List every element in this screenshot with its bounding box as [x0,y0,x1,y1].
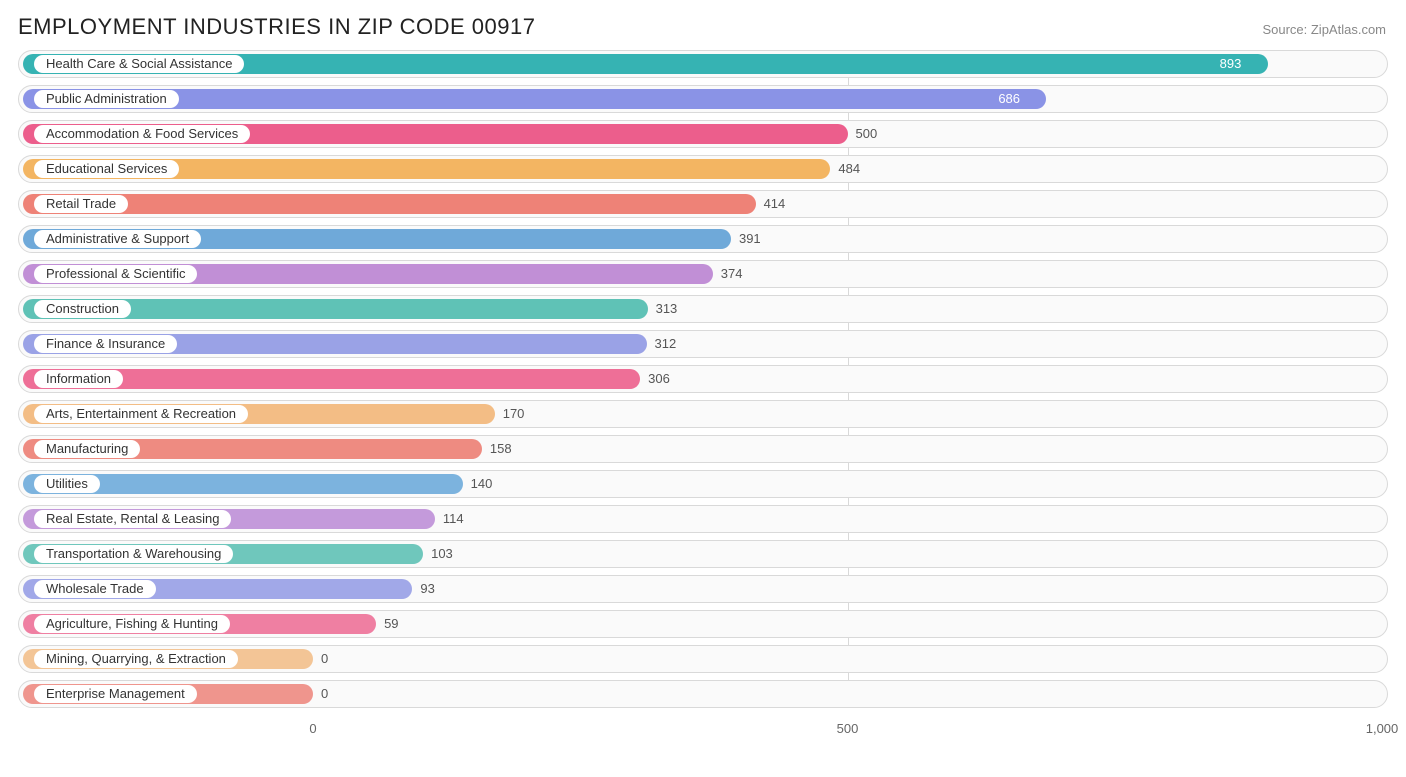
bar-row: Wholesale Trade 93 [18,575,1388,603]
chart-title: EMPLOYMENT INDUSTRIES IN ZIP CODE 00917 [18,14,536,40]
bar-row: Public Administration 686 [18,85,1388,113]
category-label: Educational Services [34,160,179,178]
x-tick-label: 1,000 [1366,721,1399,736]
value-label: 0 [313,645,328,673]
bar-row: Educational Services 484 [18,155,1388,183]
category-label: Professional & Scientific [34,265,197,283]
category-label: Health Care & Social Assistance [34,55,244,73]
value-label: 103 [423,540,453,568]
value-label: 158 [482,435,512,463]
bar-row: Utilities 140 [18,470,1388,498]
value-label: 114 [435,505,464,533]
category-label: Public Administration [34,90,179,108]
value-label: 686 [998,85,1030,113]
value-label: 374 [713,260,743,288]
category-label: Enterprise Management [34,685,197,703]
value-label: 93 [412,575,434,603]
bar-row: Agriculture, Fishing & Hunting 59 [18,610,1388,638]
bar-row: Real Estate, Rental & Leasing 114 [18,505,1388,533]
bar-row: Enterprise Management 0 [18,680,1388,708]
bar-row: Administrative & Support 391 [18,225,1388,253]
value-label: 140 [463,470,493,498]
category-label: Mining, Quarrying, & Extraction [34,650,238,668]
bar-row: Health Care & Social Assistance 893 [18,50,1388,78]
bar-row: Transportation & Warehousing 103 [18,540,1388,568]
category-label: Wholesale Trade [34,580,156,598]
value-label: 414 [756,190,786,218]
category-label: Retail Trade [34,195,128,213]
bar-row: Arts, Entertainment & Recreation 170 [18,400,1388,428]
chart-source: Source: ZipAtlas.com [1262,22,1386,37]
value-label: 500 [848,120,878,148]
bar-row: Manufacturing 158 [18,435,1388,463]
plot-area: Health Care & Social Assistance 893 Public… [18,50,1388,708]
value-label: 0 [313,680,328,708]
category-label: Finance & Insurance [34,335,177,353]
bar-row: Construction 313 [18,295,1388,323]
x-tick-label: 0 [309,721,316,736]
bar-row: Information 306 [18,365,1388,393]
category-label: Arts, Entertainment & Recreation [34,405,248,423]
category-label: Real Estate, Rental & Leasing [34,510,231,528]
bar-fill [23,194,756,214]
x-axis: 05001,000 [18,715,1388,743]
value-label: 306 [640,365,670,393]
category-label: Transportation & Warehousing [34,545,233,563]
x-tick-label: 500 [837,721,859,736]
category-label: Construction [34,300,131,318]
value-label: 170 [495,400,525,428]
bar-row: Finance & Insurance 312 [18,330,1388,358]
value-label: 59 [376,610,398,638]
category-label: Agriculture, Fishing & Hunting [34,615,230,633]
value-label: 391 [731,225,761,253]
value-label: 313 [648,295,678,323]
value-label: 484 [830,155,860,183]
bar-chart: Health Care & Social Assistance 893 Public… [18,50,1388,743]
category-label: Manufacturing [34,440,140,458]
category-label: Information [34,370,123,388]
bar-row: Accommodation & Food Services 500 [18,120,1388,148]
value-label: 893 [1220,50,1252,78]
value-label: 312 [647,330,677,358]
bar-row: Retail Trade 414 [18,190,1388,218]
bar-row: Mining, Quarrying, & Extraction 0 [18,645,1388,673]
category-label: Administrative & Support [34,230,201,248]
chart-header: EMPLOYMENT INDUSTRIES IN ZIP CODE 00917 … [18,10,1388,50]
category-label: Accommodation & Food Services [34,125,250,143]
category-label: Utilities [34,475,100,493]
bar-row: Professional & Scientific 374 [18,260,1388,288]
